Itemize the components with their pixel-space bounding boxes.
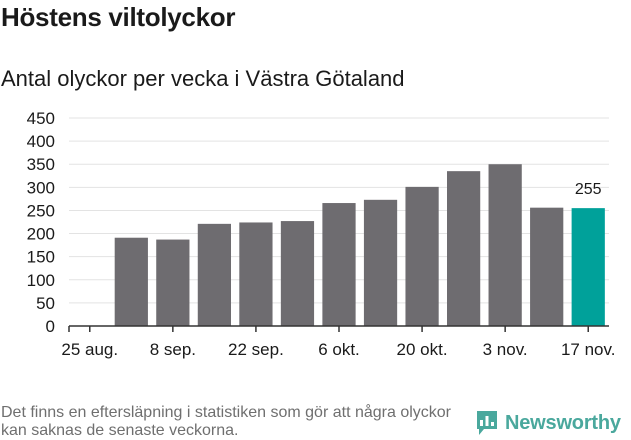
- bar: [322, 203, 356, 326]
- y-tick-label: 100: [27, 271, 55, 290]
- data-label: 255: [575, 181, 602, 198]
- x-tick-label: 6 okt.: [318, 340, 360, 359]
- x-tick-label: 17 nov.: [561, 340, 616, 359]
- y-axis-ticks: 0 50 100 150 200 250 300 350 400 450: [27, 109, 55, 336]
- brand-name: Newsworthy: [505, 411, 621, 434]
- y-tick-label: 300: [27, 178, 55, 197]
- bar: [571, 208, 605, 326]
- bar: [530, 207, 564, 326]
- bar: [363, 199, 398, 326]
- chart-subtitle: Antal olyckor per vecka i Västra Götalan…: [1, 66, 405, 91]
- x-tick-label: 3 nov.: [483, 340, 528, 359]
- bar: [156, 239, 190, 326]
- y-tick-label: 350: [27, 155, 55, 174]
- x-axis-ticks: 25 aug. 8 sep. 22 sep. 6 okt. 20 okt. 3 nov. 1…: [61, 326, 615, 359]
- x-tick-label: 8 sep.: [150, 340, 196, 359]
- chart-title: Höstens viltolyckor: [1, 2, 236, 32]
- bar: [114, 237, 148, 326]
- bar: [488, 164, 522, 326]
- bar: [447, 171, 481, 326]
- bar: [405, 186, 439, 326]
- bar: [197, 223, 231, 326]
- x-tick-label: 22 sep.: [228, 340, 284, 359]
- bar: [280, 221, 315, 326]
- bar-chart-speech-bubble-icon: [477, 411, 497, 435]
- footnote: Det finns en eftersläpning i statistiken…: [1, 404, 451, 439]
- y-tick-label: 200: [27, 225, 55, 244]
- x-tick-label: 20 okt.: [397, 340, 448, 359]
- y-tick-label: 250: [27, 201, 55, 220]
- y-tick-label: 50: [36, 294, 55, 313]
- x-tick-label: 25 aug.: [61, 340, 118, 359]
- y-tick-label: 400: [27, 132, 55, 151]
- brand-logo[interactable]: Newsworthy: [475, 408, 621, 438]
- annotations: 255: [575, 181, 602, 198]
- y-tick-label: 150: [27, 248, 55, 267]
- bar-chart: 0 50 100 150 200 250 300 350 400 450 25 aug. 8 sep…: [27, 109, 616, 359]
- bars: [114, 164, 605, 326]
- y-tick-label: 450: [27, 109, 55, 128]
- bar: [239, 222, 273, 326]
- y-tick-label: 0: [46, 317, 55, 336]
